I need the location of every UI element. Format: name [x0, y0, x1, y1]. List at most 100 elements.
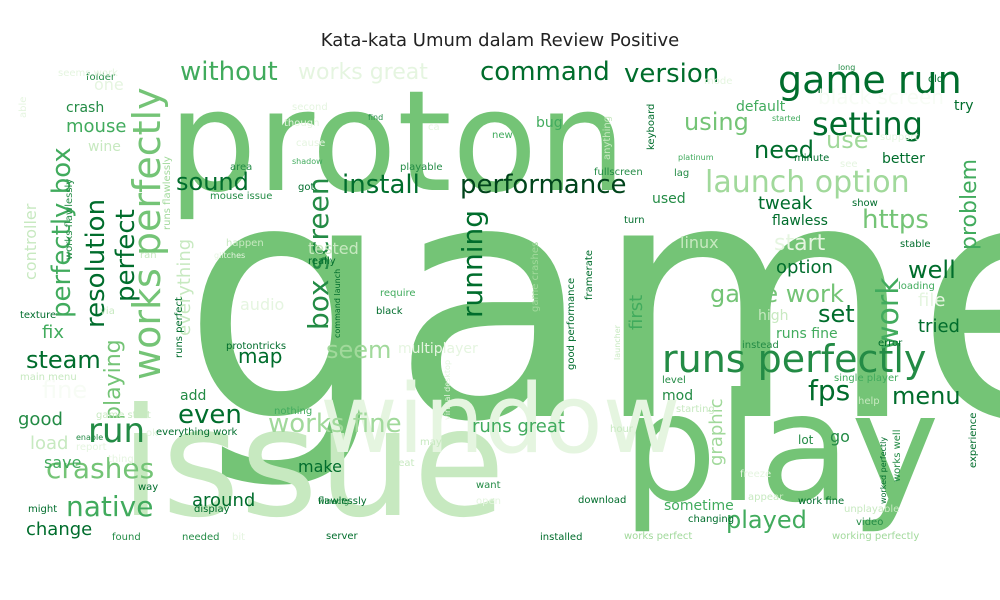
word-sometime: sometime [664, 498, 734, 514]
word-want: want [476, 480, 501, 491]
word-instead: instead [742, 340, 779, 351]
word-good-performance: good performance [566, 278, 577, 370]
word-version: version [624, 59, 719, 89]
word-playing: playing [101, 339, 126, 420]
word-audio: audio [240, 295, 284, 314]
word-play: play [622, 362, 940, 536]
word-works-perfect: works perfect [624, 531, 692, 542]
word-even: even [178, 400, 242, 430]
word-minute: minute [794, 153, 829, 164]
word-playable: playable [400, 162, 443, 173]
word-help: help [858, 396, 880, 407]
word-thing: thing [108, 454, 134, 465]
word-mouse: mouse [66, 116, 126, 137]
word-mod: mod [662, 388, 693, 404]
word-changing: changing [688, 514, 734, 525]
word-make: make [298, 457, 342, 476]
word-launcher: launcher [613, 324, 622, 360]
word-works-great: works great [298, 60, 428, 85]
word-proton: proton [168, 61, 626, 224]
word-single-player: single player [834, 373, 899, 384]
word-flawlessly: flawlessly [318, 496, 367, 507]
word-launch-option: launch option [705, 165, 910, 200]
word-started: started [772, 114, 801, 123]
word-unplayable: unplayable [844, 504, 899, 515]
word-nothing: nothing [274, 406, 312, 417]
word-install: install [342, 170, 420, 200]
word-works-fine: works fine [268, 409, 402, 439]
word-perfectly-box: perfectly box [47, 147, 77, 318]
word-runs-great: runs great [472, 416, 565, 437]
word-resolution: resolution [81, 199, 111, 328]
word-file: file [918, 290, 945, 311]
word-graphic: graphic [706, 398, 727, 466]
word-set: set [818, 300, 855, 328]
word-one: one [94, 75, 124, 94]
word-steam: steam [26, 346, 101, 374]
word-default: default [736, 99, 786, 115]
word-folder: folder [86, 72, 116, 83]
word-everything-work: everything work [156, 427, 238, 438]
word-old: old [928, 74, 943, 85]
word-option: option [776, 257, 833, 278]
word-ok: ok [146, 428, 158, 439]
word-game-run: game run [778, 58, 962, 102]
word-see: see [840, 159, 858, 170]
word-error: error [878, 338, 903, 349]
word-command: command [480, 57, 610, 87]
word-server: server [326, 531, 359, 542]
word-runs-fine: runs fine [776, 326, 838, 342]
word-video: video [856, 517, 883, 528]
word-command-launch: command launch [333, 269, 342, 338]
word-happen: happen [226, 238, 264, 249]
word-wine: wine [88, 139, 121, 155]
word-lag: lag [674, 168, 689, 179]
word-great: great [388, 458, 415, 469]
word-good: good [18, 409, 63, 430]
word-fine: fine [42, 376, 87, 404]
word-add: add [180, 388, 206, 404]
word-anything: anything [602, 116, 613, 160]
word-appear: appear [748, 492, 784, 503]
word-work: work [871, 277, 906, 350]
word-second: second [292, 102, 328, 113]
word-multiplayer: multiplayer [398, 341, 478, 357]
word-menu: menu [892, 382, 961, 410]
word-runs-perfectly: runs perfectly [662, 337, 926, 381]
word-virtual-desktop: virtual desktop [443, 360, 452, 420]
word-high: high [758, 308, 789, 324]
word-got: got [298, 182, 314, 193]
word-https: https [862, 205, 929, 235]
word-flawless: flawless [772, 213, 828, 229]
word-start: start [774, 231, 826, 256]
word-able: able [18, 97, 29, 118]
word-native: native [66, 490, 153, 523]
word-texture: texture [20, 310, 56, 321]
word-enable: enable [76, 433, 103, 442]
word-fix: fix [42, 322, 64, 343]
word-download: download [578, 495, 626, 506]
word-tried: tried [918, 316, 960, 337]
word-lot: lot [798, 433, 814, 447]
word-new: new [492, 130, 513, 141]
word-run: run [88, 411, 145, 451]
word-find: find [368, 113, 383, 122]
word-runs-perfect: runs perfect [174, 297, 185, 358]
word-mouse-issue: mouse issue [210, 191, 272, 202]
word-performance: performance [460, 170, 627, 200]
word-might: might [28, 504, 57, 515]
word-linux: linux [680, 233, 719, 252]
word-hour: hour [610, 424, 634, 435]
word-bit: bit [232, 532, 245, 543]
word-running: running [456, 210, 489, 318]
word-black-screen: black screen [818, 85, 944, 109]
word-window: window [320, 365, 680, 475]
word-first: first [626, 295, 647, 330]
word-area: area [230, 162, 252, 173]
word-sound: sound [176, 168, 249, 196]
word-go: go [830, 427, 850, 446]
word-problem: problem [957, 159, 982, 250]
word-seems-work: seems work [58, 68, 118, 79]
word-well: well [908, 256, 956, 284]
word-long: long [838, 63, 855, 72]
